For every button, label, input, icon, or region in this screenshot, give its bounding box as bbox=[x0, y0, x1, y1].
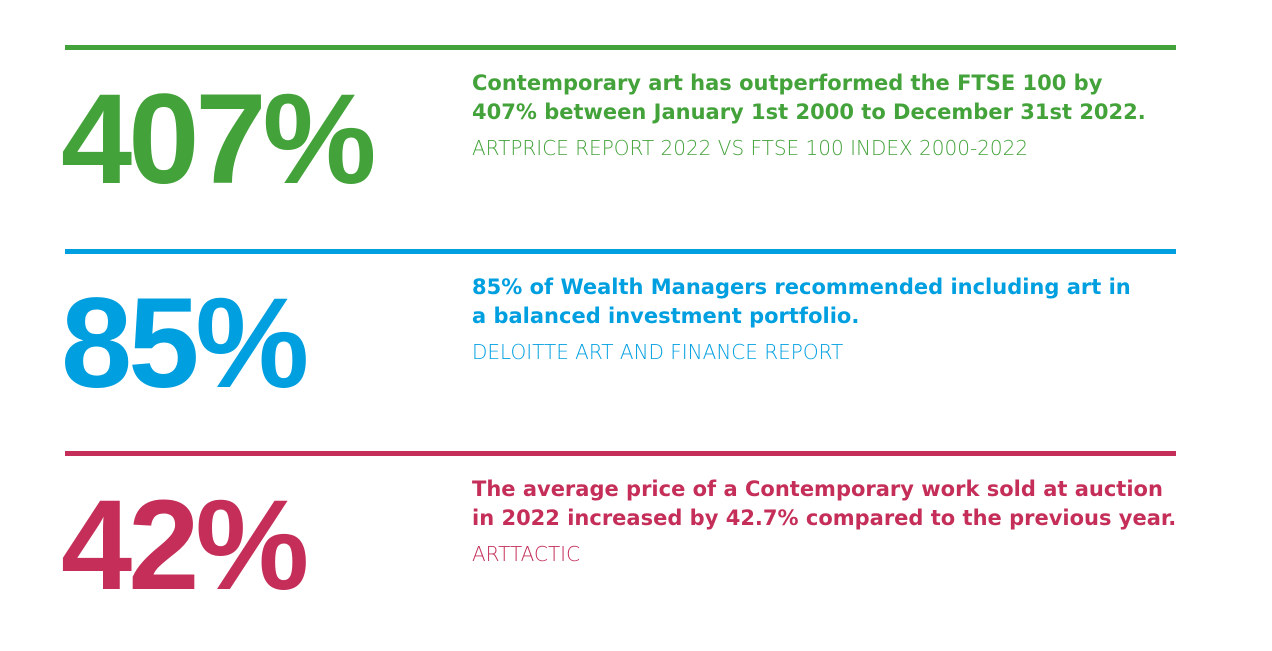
stat-block: 42% The average price of a Contemporary … bbox=[61, 451, 1176, 651]
stat-figure: 85% bbox=[61, 272, 309, 415]
description-line: 85% of Wealth Managers recommended inclu… bbox=[472, 275, 1131, 299]
source: DELOITTE ART AND FINANCE REPORT bbox=[472, 340, 844, 364]
divider bbox=[65, 45, 1176, 50]
stat-block: 407% Contemporary art has outperformed t… bbox=[61, 45, 1176, 245]
stat-figure: 407% bbox=[61, 68, 376, 211]
description-line: a balanced investment portfolio. bbox=[472, 304, 860, 328]
stat-description: The average price of a Contemporary work… bbox=[472, 475, 1176, 569]
description-line: 407% between January 1st 2000 to Decembe… bbox=[472, 100, 1146, 124]
description-line: The average price of a Contemporary work… bbox=[472, 477, 1163, 501]
stat-block: 85% 85% of Wealth Managers recommended i… bbox=[61, 249, 1176, 449]
stat-description: 85% of Wealth Managers recommended inclu… bbox=[472, 273, 1131, 367]
stat-figure: 42% bbox=[61, 474, 309, 617]
source: ARTPRICE REPORT 2022 VS FTSE 100 INDEX 2… bbox=[472, 136, 1029, 160]
stat-description: Contemporary art has outperformed the FT… bbox=[472, 69, 1146, 163]
divider bbox=[65, 451, 1176, 456]
page: {"stats": [ {"figure": "407%", "lines": … bbox=[61, 45, 1177, 617]
description-line: Contemporary art has outperformed the FT… bbox=[472, 71, 1103, 95]
description-line: in 2022 increased by 42.7% compared to t… bbox=[472, 506, 1177, 530]
divider bbox=[65, 249, 1176, 254]
source: ARTTACTIC bbox=[472, 542, 581, 566]
